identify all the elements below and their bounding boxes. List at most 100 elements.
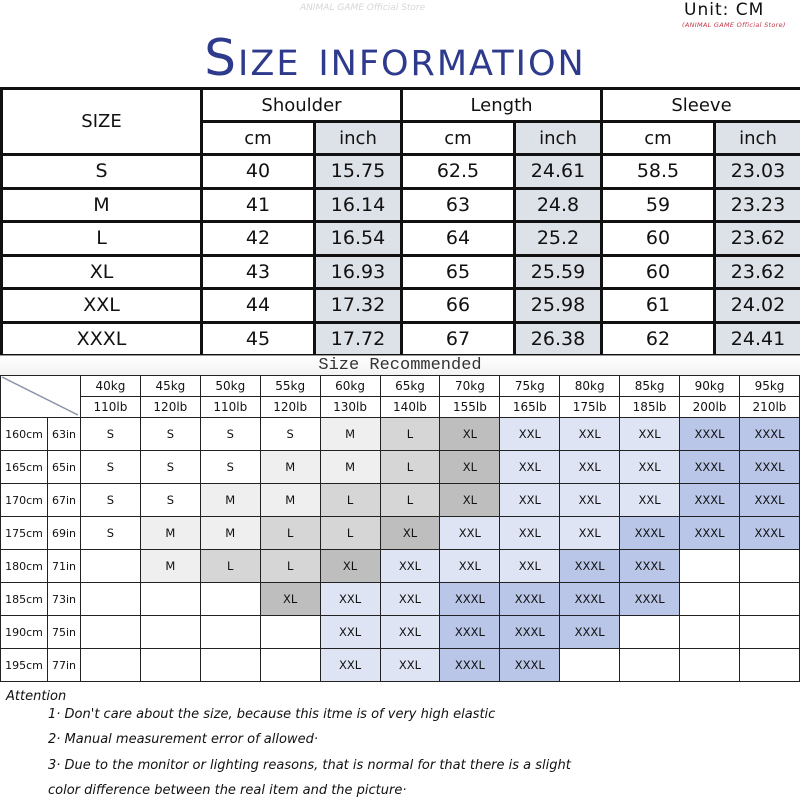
inch-value: 25.59 (513, 253, 603, 290)
recommended-size-cell: XXL (559, 450, 621, 484)
height-row: 165cm 65in S S S M M L XL XXL XXL XXL XXXL XXXL (0, 450, 800, 484)
size-cell: XL (0, 253, 203, 290)
cm-value: 42 (200, 220, 316, 257)
size-table-group-header: SIZE Shoulder Length Sleeve (0, 87, 800, 156)
weight-kg-header: 95kg (738, 375, 800, 397)
weight-kg-header: 45kg (139, 375, 201, 397)
recommended-size-cell: XXXL (679, 516, 740, 550)
attention-note: 1· Don't care about the size, because th… (48, 707, 496, 722)
height-in: 65in (47, 450, 81, 484)
weight-lb-header: 165lb (499, 396, 561, 418)
inch-value: 25.98 (513, 287, 603, 324)
height-row: 180cm 71in M L L XL XXL XXL XXL XXXL XXXL (0, 549, 800, 583)
height-cm: 175cm (0, 516, 48, 550)
recommended-size-cell: XXL (559, 417, 621, 451)
size-row: M 41 16.14 63 24.8 59 23.23 (0, 186, 800, 223)
height-in: 71in (47, 549, 81, 583)
weight-lb-header: 120lb (139, 396, 201, 418)
weight-kg-header: 40kg (80, 375, 141, 397)
height-row: 175cm 69in S M M L L XL XXL XXL XXL XXXL XXXL XXXL (0, 516, 800, 550)
recommended-size-cell: XXL (499, 549, 561, 583)
inch-value: 24.02 (713, 287, 800, 324)
recommended-size-cell (619, 615, 681, 649)
recommended-size-cell (738, 582, 800, 616)
recommended-size-cell (679, 549, 740, 583)
recommended-size-cell: XXXL (738, 516, 800, 550)
recommended-size-cell: S (80, 516, 141, 550)
size-cell: XXL (0, 287, 203, 324)
recommended-size-cell: XXL (619, 417, 681, 451)
inch-value: 23.03 (713, 153, 800, 190)
height-in: 67in (47, 483, 81, 517)
recommended-size-cell (80, 582, 141, 616)
recommended-size-cell: S (139, 417, 201, 451)
recommended-size-cell: XXXL (679, 450, 740, 484)
weight-kg-header: 50kg (199, 375, 261, 397)
recommended-size-cell: XXL (319, 582, 381, 616)
recommended-size-cell (139, 582, 201, 616)
weight-kg-header: 75kg (499, 375, 561, 397)
recommended-size-cell (80, 615, 141, 649)
unit-cm-header: cm (400, 120, 516, 156)
recommended-size-cell: M (319, 417, 381, 451)
recommended-size-cell: XXL (559, 483, 621, 517)
size-cell: L (0, 220, 203, 257)
inch-value: 15.75 (313, 153, 403, 190)
store-label: (ANIMAL GAME Official Store) (682, 21, 786, 29)
recommended-size-cell: M (139, 549, 201, 583)
recommended-size-cell: XXXL (679, 417, 740, 451)
recommended-size-cell: XXXL (439, 615, 501, 649)
weight-kg-header: 55kg (259, 375, 321, 397)
recommended-size-cell: L (319, 516, 381, 550)
height-in: 75in (47, 615, 81, 649)
recommended-size-cell: L (259, 549, 321, 583)
recommended-size-cell: S (199, 450, 261, 484)
recommended-size-cell: XXL (499, 483, 561, 517)
recommended-size-cell: S (80, 450, 141, 484)
unit-inch-header: inch (313, 120, 403, 156)
recommended-size-cell: L (199, 549, 261, 583)
shoulder-header: Shoulder (200, 87, 403, 123)
sleeve-header: Sleeve (600, 87, 800, 123)
recommended-size-cell (559, 648, 621, 682)
weight-kg-header: 90kg (679, 375, 740, 397)
recommended-size-cell (619, 648, 681, 682)
height-cm: 195cm (0, 648, 48, 682)
inch-value: 24.41 (713, 320, 800, 357)
cm-value: 60 (600, 253, 716, 290)
weight-kg-header: 80kg (559, 375, 621, 397)
weight-lb-header: 120lb (259, 396, 321, 418)
recommended-size-cell: M (259, 450, 321, 484)
recommended-size-cell: XXL (619, 483, 681, 517)
weight-lb-header: 185lb (619, 396, 681, 418)
cm-value: 65 (400, 253, 516, 290)
recommended-size-cell: XL (259, 582, 321, 616)
recommended-size-cell (199, 615, 261, 649)
height-in: 69in (47, 516, 81, 550)
size-row: L 42 16.54 64 25.2 60 23.62 (0, 220, 800, 257)
height-cm: 170cm (0, 483, 48, 517)
recommended-size-cell: M (199, 516, 261, 550)
cm-value: 63 (400, 186, 516, 223)
recommended-size-cell (738, 549, 800, 583)
recommended-size-cell: XXL (439, 516, 501, 550)
cm-value: 43 (200, 253, 316, 290)
height-row: 170cm 67in S S M M L L XL XXL XXL XXL XXXL XXXL (0, 483, 800, 517)
weight-kg-header: 85kg (619, 375, 681, 397)
watermark: ANIMAL GAME Official Store (300, 3, 426, 13)
recommended-size-cell: L (319, 483, 381, 517)
cm-value: 66 (400, 287, 516, 324)
recommended-size-cell: XL (439, 417, 501, 451)
size-table-unit-header: cm inch cm inch cm inch (2, 120, 800, 156)
recommended-size-cell (80, 648, 141, 682)
recommended-size-cell: L (379, 417, 441, 451)
cm-value: 60 (600, 220, 716, 257)
inch-value: 16.54 (313, 220, 403, 257)
recommended-size-cell: XXXL (738, 483, 800, 517)
weight-kg-header: 60kg (319, 375, 381, 397)
recommended-size-cell (259, 648, 321, 682)
page-title: Size information (204, 29, 586, 87)
recommended-size-cell: XL (379, 516, 441, 550)
weight-lb-header: 175lb (559, 396, 621, 418)
weight-lb-header: 110lb (199, 396, 261, 418)
